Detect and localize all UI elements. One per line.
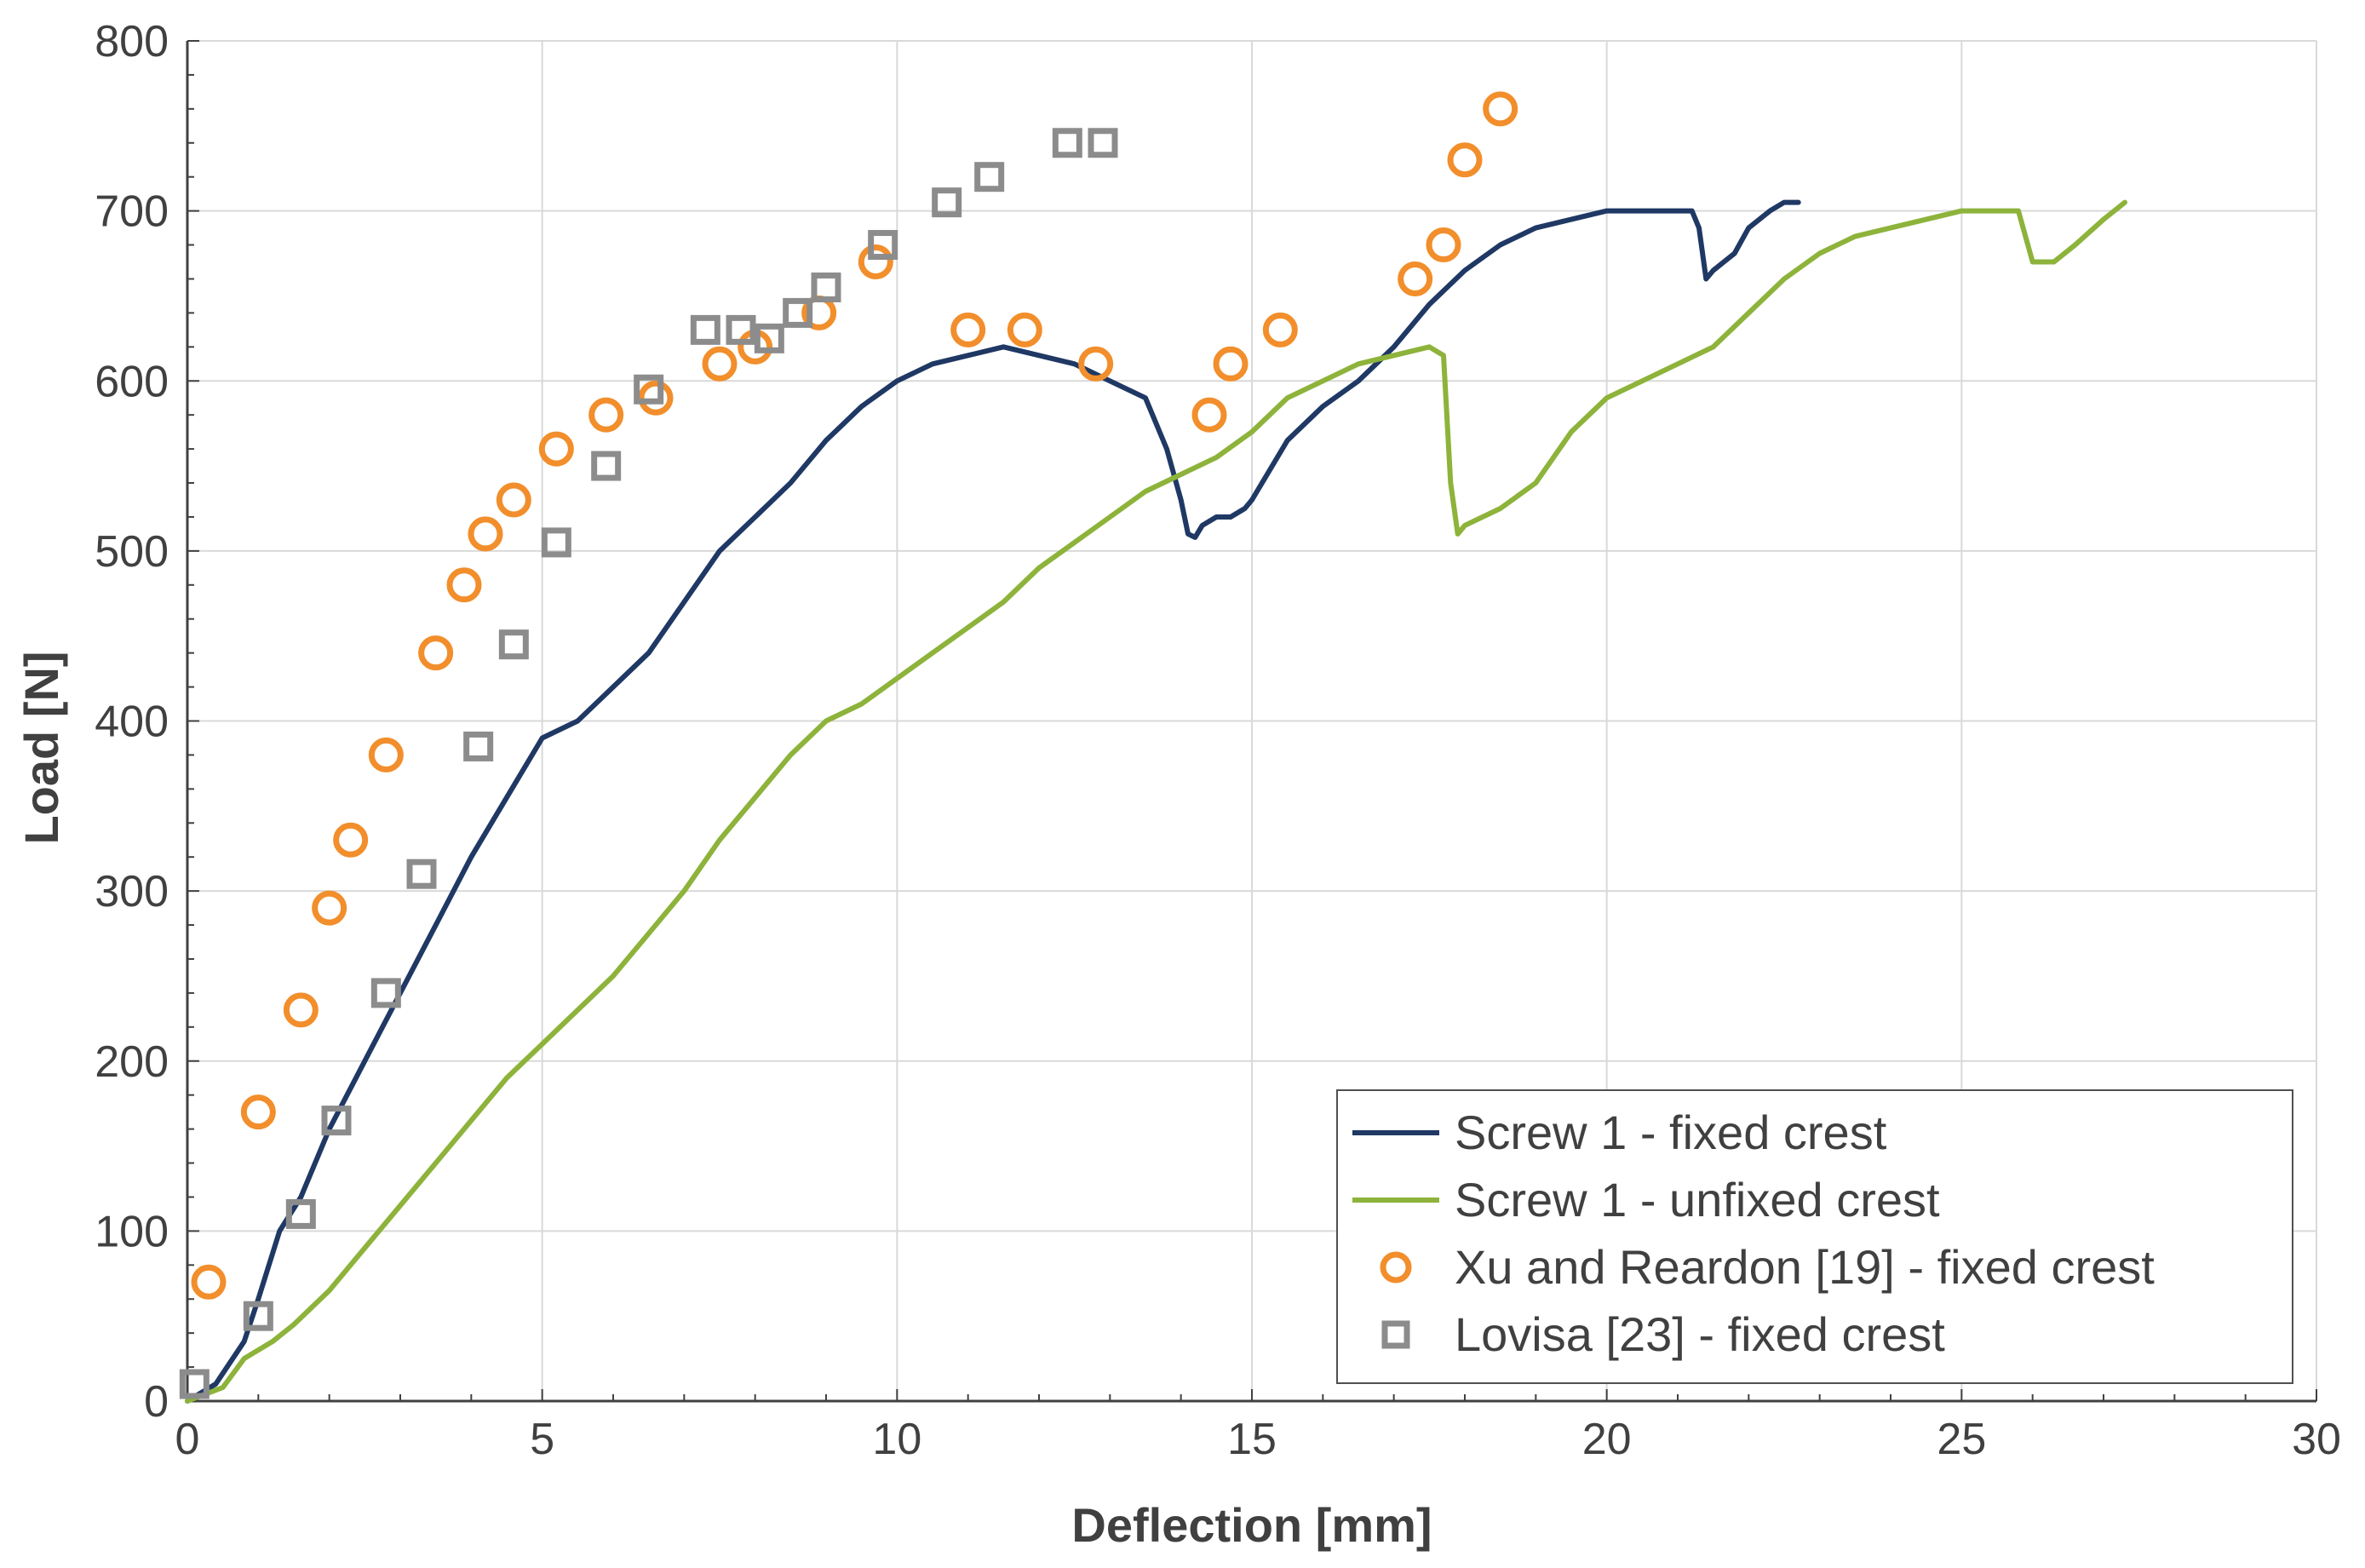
series-2-point: [368, 737, 404, 773]
legend-label-lovisa: Lovisa [23] - fixed crest: [1455, 1307, 1945, 1361]
x-tick-label: 0: [175, 1415, 200, 1464]
legend-marker-lovisa: [1381, 1320, 1410, 1349]
x-tick-label: 5: [530, 1415, 554, 1464]
series-3-point: [974, 162, 1005, 192]
series-0-line: [185, 199, 1801, 1404]
series-3-point: [498, 629, 529, 660]
series-3-point: [783, 297, 813, 328]
series-3-point: [463, 731, 494, 761]
x-tick-label: 30: [2292, 1415, 2341, 1464]
series-3-point: [406, 859, 437, 889]
x-tick-label: 20: [1582, 1415, 1632, 1464]
x-tick-label: 10: [872, 1415, 921, 1464]
y-tick-label: 500: [95, 527, 169, 577]
legend-label-screw1-fixed: Screw 1 - fixed crest: [1455, 1106, 1887, 1159]
series-2-point: [1426, 227, 1461, 263]
series-3-point: [811, 272, 841, 302]
series-2-point: [1007, 312, 1042, 347]
series-3-point: [1052, 128, 1082, 158]
series-3-point: [634, 374, 664, 405]
x-tick-label: 25: [1937, 1415, 1986, 1464]
series-3-point: [285, 1198, 316, 1229]
series-3-point: [1088, 128, 1118, 158]
series-3-point: [868, 230, 898, 261]
series-2-point: [538, 431, 574, 467]
legend-label-screw1-unfixed: Screw 1 - unfixed crest: [1455, 1173, 1940, 1226]
series-2-point: [1483, 91, 1518, 127]
y-tick-label: 800: [95, 17, 169, 66]
series-2-point: [1447, 142, 1483, 178]
series-2-point: [418, 635, 454, 671]
legend: Screw 1 - fixed crest Screw 1 - unfixed …: [1336, 1089, 2293, 1384]
series-layer: [179, 91, 2127, 1404]
series-2-point: [858, 244, 893, 280]
x-axis-title: Deflection [mm]: [1071, 1498, 1432, 1552]
y-tick-label: 300: [95, 867, 169, 916]
series-3-point: [541, 527, 571, 558]
series-2-point: [1078, 346, 1114, 382]
series-2-point: [950, 312, 986, 347]
legend-label-xu-reardon: Xu and Reardon [19] - fixed crest: [1455, 1240, 2155, 1294]
series-2-point: [702, 346, 738, 382]
series-3-point: [370, 978, 401, 1008]
series-3-point: [690, 314, 720, 345]
legend-marker-xu-reardon: [1380, 1251, 1412, 1284]
series-2-point: [1191, 397, 1227, 433]
series-2-point: [588, 397, 624, 433]
series-2-point: [240, 1094, 276, 1130]
x-tick-label: 15: [1227, 1415, 1277, 1464]
series-2-point: [446, 567, 482, 603]
series-3-point: [321, 1106, 352, 1136]
y-tick-label: 700: [95, 187, 169, 237]
series-2-point: [283, 992, 319, 1028]
series-3-point: [932, 187, 962, 218]
series-2-point: [468, 516, 503, 552]
series-2-point: [1262, 312, 1298, 347]
y-tick-label: 100: [95, 1207, 169, 1256]
y-tick-label: 200: [95, 1037, 169, 1087]
series-3-point: [243, 1301, 273, 1331]
y-tick-label: 400: [95, 698, 169, 747]
series-3-point: [726, 314, 756, 345]
series-3-point: [179, 1369, 210, 1399]
y-tick-label: 600: [95, 357, 169, 406]
legend-entry-screw1-fixed: Screw 1 - fixed crest: [1352, 1106, 1887, 1159]
axes: [186, 40, 2317, 1403]
series-2-point: [191, 1264, 227, 1300]
series-2-point: [496, 482, 531, 518]
legend-entry-screw1-unfixed: Screw 1 - unfixed crest: [1352, 1173, 1940, 1226]
series-3-point: [754, 323, 784, 353]
series-3-point: [591, 451, 622, 481]
legend-entry-lovisa: Lovisa [23] - fixed crest: [1381, 1307, 1945, 1361]
series-2-point: [1398, 261, 1433, 296]
y-tick-label: 0: [144, 1377, 169, 1427]
series-1-line: [185, 199, 2127, 1404]
grid: [187, 40, 2317, 1401]
series-2-point: [638, 380, 674, 416]
series-2-point: [312, 890, 347, 926]
legend-entry-xu-reardon: Xu and Reardon [19] - fixed crest: [1380, 1240, 2155, 1294]
y-axis-title: Load [N]: [14, 651, 68, 844]
legend-box: [1336, 1089, 2293, 1384]
series-2-point: [333, 822, 369, 858]
series-2-point: [1213, 346, 1249, 382]
